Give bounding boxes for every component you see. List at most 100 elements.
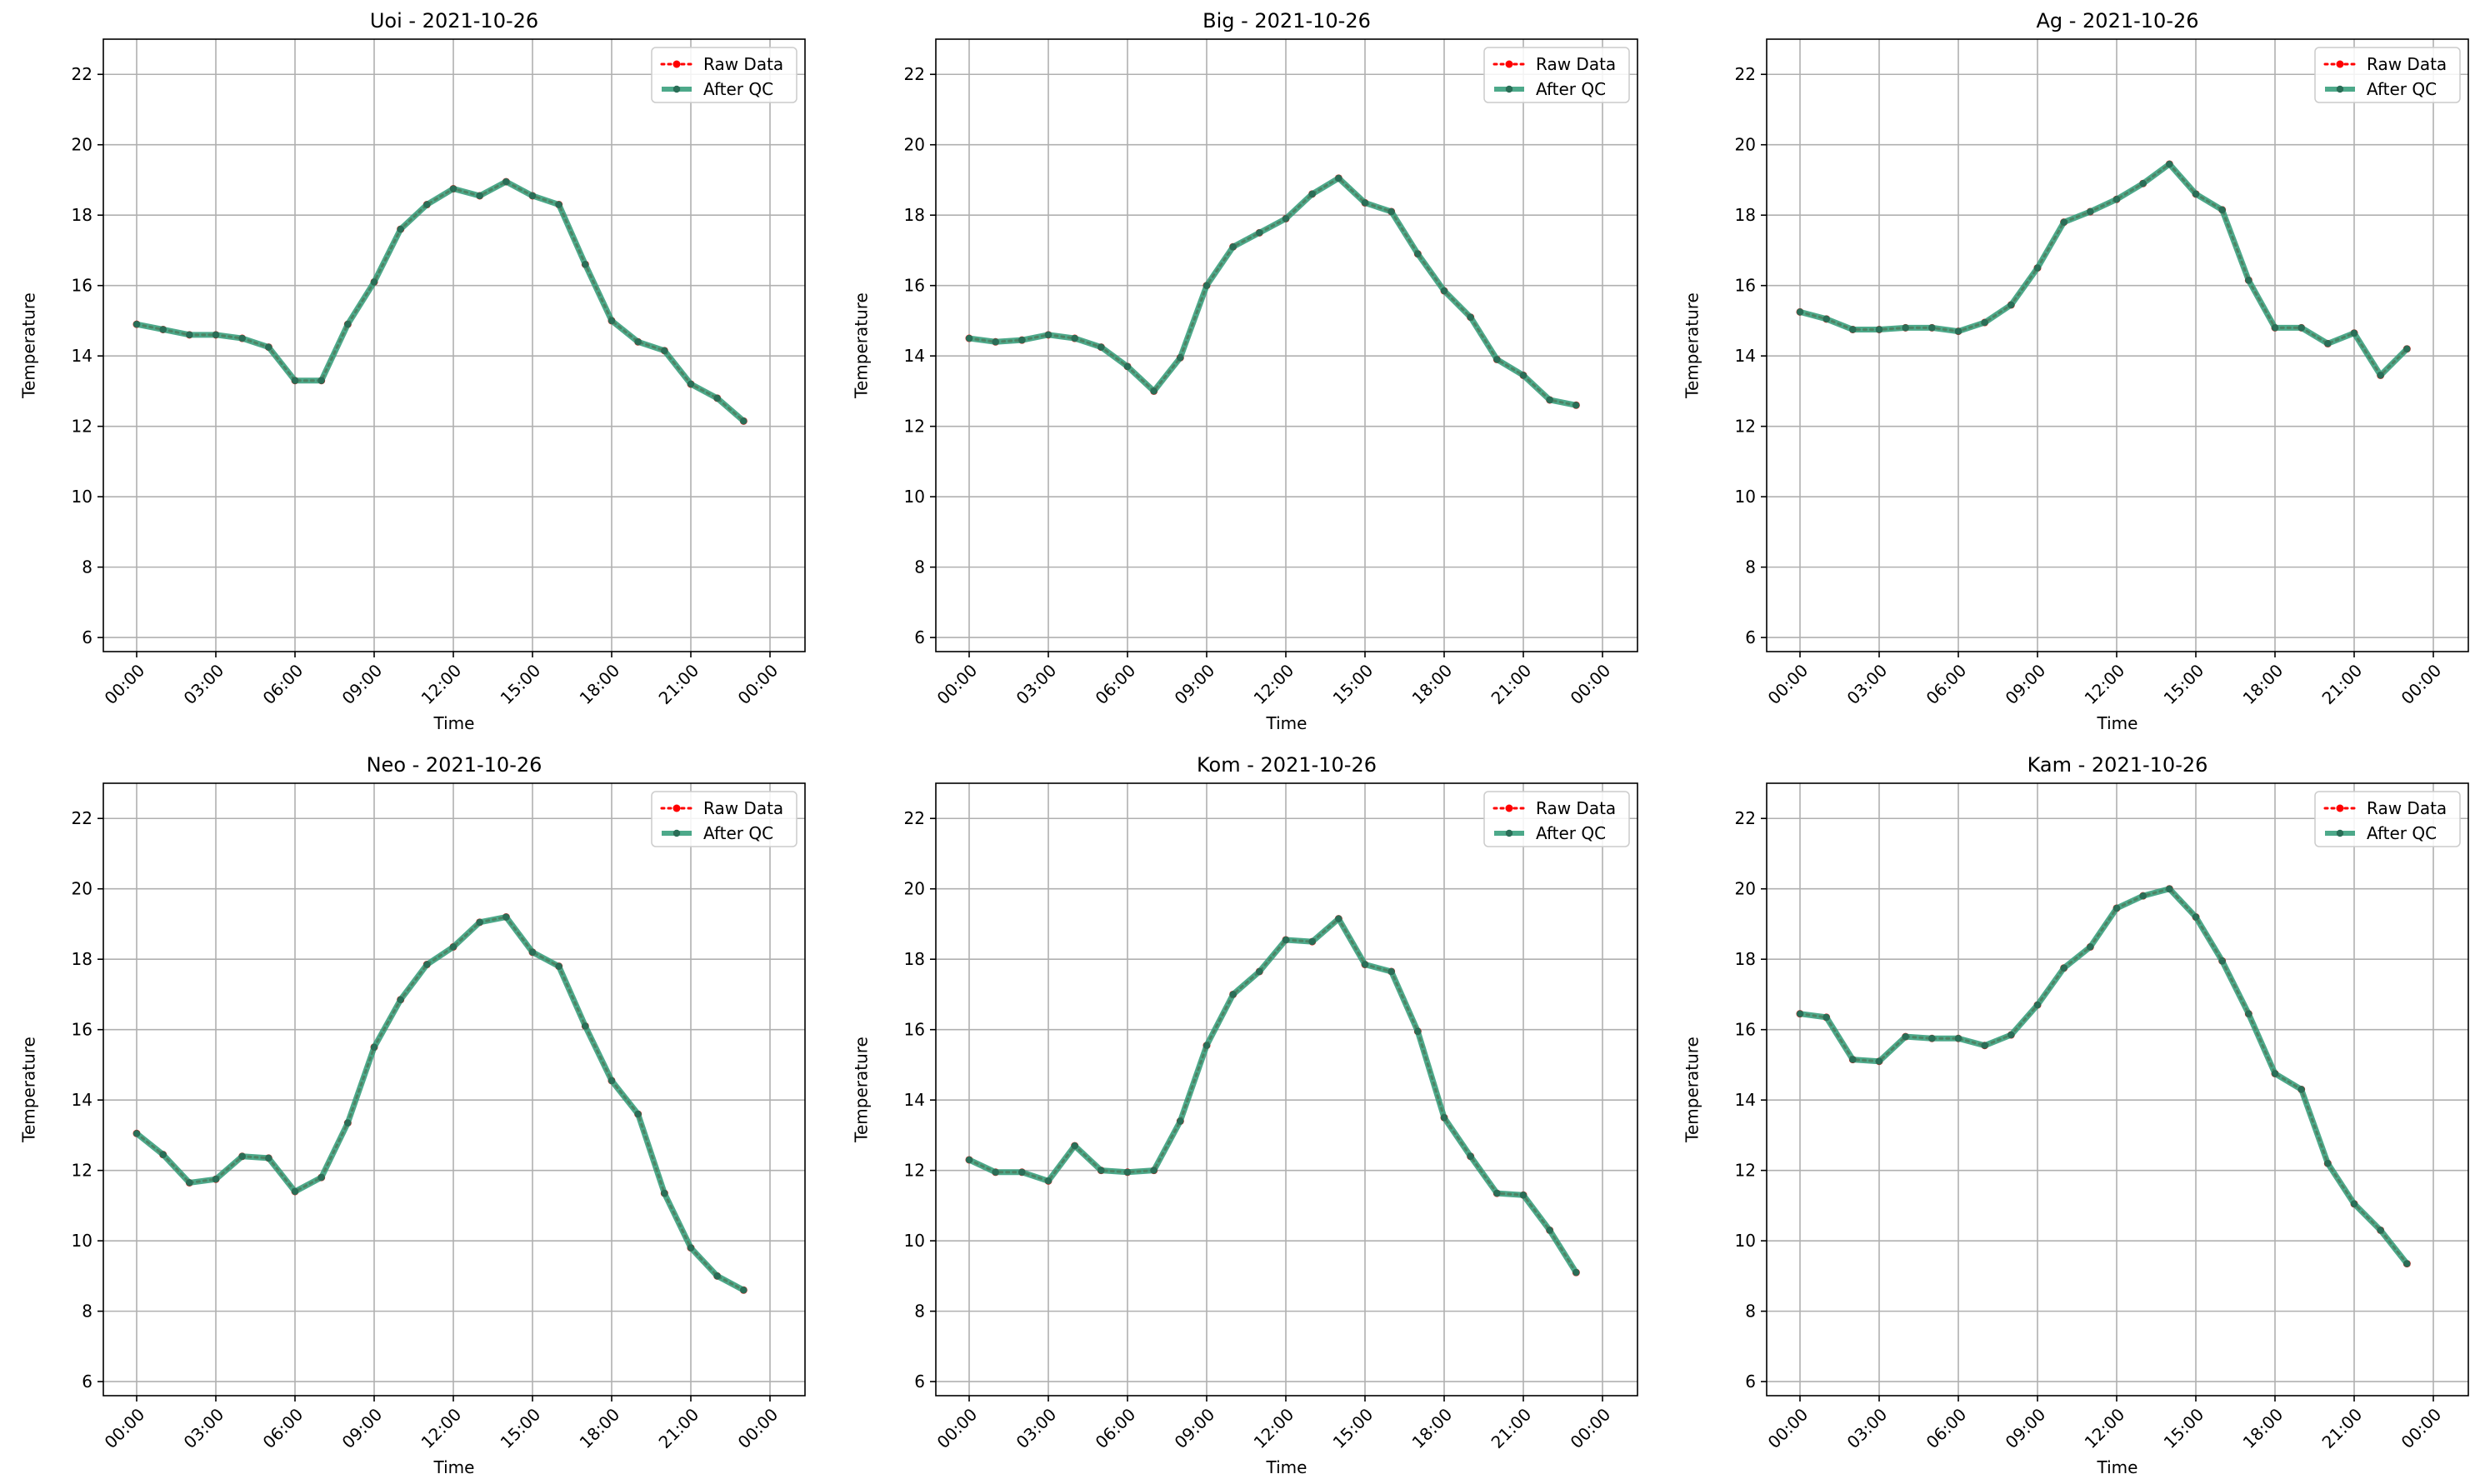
qc-data-point bbox=[2112, 904, 2121, 912]
legend-raw-label: Raw Data bbox=[2367, 54, 2447, 74]
y-tick-label: 16 bbox=[1735, 1020, 1756, 1040]
qc-data-point bbox=[2139, 179, 2147, 187]
qc-data-point bbox=[1071, 1142, 1078, 1150]
x-tick-label: 09:00 bbox=[2002, 1404, 2050, 1452]
qc-data-point bbox=[449, 943, 458, 951]
axes-frame bbox=[935, 782, 1638, 1397]
qc-data-point bbox=[1902, 324, 1909, 332]
qc-data-point bbox=[476, 192, 483, 200]
legend-raw-marker bbox=[1505, 804, 1513, 812]
y-tick-label: 10 bbox=[72, 487, 92, 507]
qc-data-point bbox=[1335, 915, 1342, 922]
y-tick-label: 8 bbox=[82, 1302, 92, 1322]
y-tick-label: 8 bbox=[1745, 557, 1756, 577]
y-tick-label: 12 bbox=[72, 1161, 92, 1181]
y-tick-label: 8 bbox=[1745, 1302, 1756, 1322]
qc-data-point bbox=[2087, 207, 2094, 216]
chart-title: Big - 2021-10-26 bbox=[1202, 9, 1371, 32]
y-tick-label: 18 bbox=[72, 949, 92, 969]
y-tick-label: 6 bbox=[914, 627, 925, 647]
qc-data-point bbox=[1361, 961, 1369, 968]
qc-data-point bbox=[1229, 991, 1237, 998]
y-tick-label: 16 bbox=[904, 1020, 925, 1040]
x-tick-label: 15:00 bbox=[1329, 1404, 1378, 1452]
y-tick-label: 20 bbox=[904, 135, 925, 155]
qc-data-point bbox=[397, 225, 404, 233]
qc-data-point bbox=[1572, 1268, 1580, 1277]
qc-data-point bbox=[212, 1176, 220, 1183]
qc-data-point bbox=[2218, 957, 2226, 965]
chart-title: Neo - 2021-10-26 bbox=[367, 753, 542, 777]
x-tick-label: 12:00 bbox=[1250, 1404, 1298, 1452]
qc-data-point bbox=[634, 1110, 642, 1118]
qc-data-point bbox=[1256, 967, 1263, 976]
qc-data-point bbox=[186, 331, 193, 339]
qc-data-point bbox=[2008, 1031, 2015, 1039]
x-tick-label: 18:00 bbox=[576, 1404, 624, 1452]
qc-data-point bbox=[687, 380, 695, 388]
qc-data-point bbox=[132, 320, 141, 328]
qc-data-point bbox=[132, 1130, 141, 1137]
y-axis-label: Temperature bbox=[19, 292, 39, 399]
legend-qc-label: After QC bbox=[2367, 79, 2437, 99]
y-tick-label: 20 bbox=[1735, 879, 1756, 899]
series-qc-line bbox=[966, 175, 1579, 408]
qc-data-point bbox=[992, 1168, 999, 1176]
qc-data-point bbox=[1335, 174, 1342, 182]
qc-data-point bbox=[2350, 1200, 2358, 1207]
qc-data-point bbox=[291, 377, 299, 384]
y-tick-label: 12 bbox=[1735, 1161, 1756, 1181]
legend-qc-label: After QC bbox=[1536, 79, 1606, 99]
qc-data-point bbox=[965, 1156, 973, 1164]
axes-frame bbox=[1766, 38, 2469, 652]
qc-data-point bbox=[1981, 1042, 1988, 1049]
qc-data-point bbox=[2060, 218, 2068, 226]
series-qc-line bbox=[133, 178, 747, 424]
legend-qc-label: After QC bbox=[2367, 823, 2437, 843]
qc-data-point bbox=[2166, 885, 2173, 892]
y-axis-label: Temperature bbox=[852, 1037, 872, 1143]
qc-data-point bbox=[1414, 1027, 1422, 1036]
y-tick-label: 12 bbox=[904, 1161, 925, 1181]
plot-area bbox=[936, 783, 1638, 1396]
series-qc-line bbox=[1797, 161, 2410, 378]
x-tick-label: 00:00 bbox=[2398, 660, 2446, 708]
qc-data-point bbox=[1467, 313, 1474, 321]
legend-raw-marker bbox=[672, 804, 681, 812]
x-axis-label: Time bbox=[1266, 713, 1308, 733]
x-tick-label: 09:00 bbox=[2002, 660, 2050, 708]
y-tick-label: 20 bbox=[1735, 135, 1756, 155]
qc-data-point bbox=[1546, 396, 1553, 404]
qc-data-point bbox=[1282, 215, 1290, 222]
x-tick-label: 06:00 bbox=[259, 660, 308, 708]
qc-data-point bbox=[634, 338, 642, 346]
y-tick-label: 6 bbox=[1745, 627, 1756, 647]
qc-data-point bbox=[1044, 331, 1052, 339]
y-tick-label: 10 bbox=[1735, 487, 1756, 507]
y-tick-label: 12 bbox=[904, 417, 925, 437]
y-tick-label: 18 bbox=[72, 205, 92, 225]
qc-data-point bbox=[1071, 334, 1078, 342]
chart-panel: 6 8 10 12 14 16 18 20 22 00:00 03:00 06:00 09:00 12:0… bbox=[852, 753, 1638, 1477]
qc-data-point bbox=[2112, 195, 2121, 203]
qc-data-point bbox=[1467, 1152, 1474, 1160]
qc-data-point bbox=[1519, 372, 1528, 379]
qc-data-point bbox=[1018, 336, 1026, 344]
x-tick-label: 03:00 bbox=[1843, 660, 1892, 708]
y-tick-label: 8 bbox=[82, 557, 92, 577]
y-tick-label: 20 bbox=[72, 879, 92, 899]
qc-data-point bbox=[1849, 326, 1857, 333]
qc-data-point bbox=[1822, 315, 1830, 323]
x-tick-label: 21:00 bbox=[2318, 660, 2367, 708]
x-tick-label: 18:00 bbox=[1408, 1404, 1457, 1452]
qc-data-point bbox=[1098, 1167, 1105, 1174]
x-tick-label: 09:00 bbox=[338, 660, 387, 708]
qc-data-point bbox=[582, 261, 589, 268]
qc-data-point bbox=[1150, 1167, 1158, 1174]
qc-data-point bbox=[1849, 1056, 1857, 1063]
qc-data-point bbox=[1440, 1114, 1448, 1122]
qc-data-point bbox=[370, 1043, 378, 1052]
x-tick-label: 00:00 bbox=[734, 1404, 782, 1452]
qc-data-point bbox=[1493, 1189, 1501, 1197]
